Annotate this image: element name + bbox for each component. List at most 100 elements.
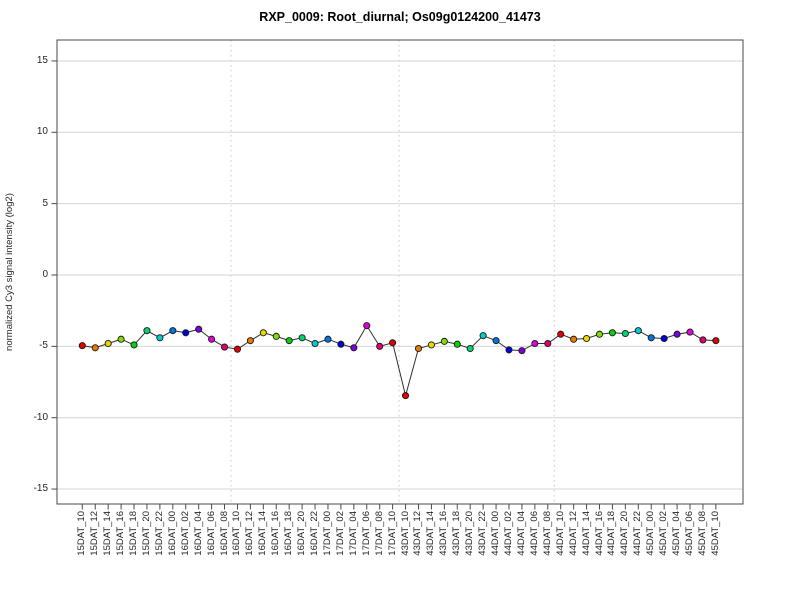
data-point xyxy=(156,334,164,342)
x-tick-label: 15DAT_12 xyxy=(89,511,101,556)
x-tick-label: 15DAT_22 xyxy=(153,511,165,556)
data-point xyxy=(311,339,319,348)
x-tick-label: 44DAT_10 xyxy=(554,511,566,556)
data-point xyxy=(143,327,151,335)
data-point xyxy=(647,334,655,342)
x-tick-label: 16DAT_00 xyxy=(166,511,178,556)
x-tick-label: 44DAT_06 xyxy=(528,511,540,556)
x-tick-label: 16DAT_08 xyxy=(218,511,230,556)
x-tick-label: 15DAT_10 xyxy=(76,511,88,556)
data-point xyxy=(363,322,371,330)
x-tick-label: 44DAT_16 xyxy=(593,511,605,556)
x-tick-label: 43DAT_16 xyxy=(438,511,450,556)
x-tick-label: 45DAT_08 xyxy=(696,511,708,556)
data-point xyxy=(660,334,668,343)
data-point xyxy=(686,328,694,336)
x-tick-label: 43DAT_10 xyxy=(399,511,411,556)
x-tick-label: 16DAT_22 xyxy=(309,511,321,556)
data-point xyxy=(337,340,345,348)
y-tick-label: 0 xyxy=(42,269,48,280)
x-tick-label: 44DAT_12 xyxy=(567,511,579,556)
data-point xyxy=(634,327,642,335)
data-point xyxy=(401,392,410,400)
data-point xyxy=(259,329,267,337)
data-point xyxy=(208,335,216,343)
y-tick-label: -15 xyxy=(33,483,48,495)
x-tick-label: 44DAT_00 xyxy=(490,511,502,556)
x-tick-label: 16DAT_20 xyxy=(296,511,308,556)
x-tick-label: 43DAT_14 xyxy=(425,511,437,556)
x-tick-label: 16DAT_16 xyxy=(270,511,282,556)
data-point xyxy=(91,344,99,352)
x-tick-label: 16DAT_02 xyxy=(179,511,191,556)
x-tick-label: 17DAT_04 xyxy=(347,511,359,556)
data-point xyxy=(376,342,384,350)
x-tick-label: 17DAT_06 xyxy=(360,511,372,556)
y-tick-label: -10 xyxy=(33,411,48,423)
data-point xyxy=(350,344,358,352)
y-tick-label: 15 xyxy=(36,54,48,66)
data-point xyxy=(570,335,578,343)
x-tick-label: 45DAT_00 xyxy=(645,511,657,556)
x-tick-label: 16DAT_12 xyxy=(244,511,256,556)
x-tick-label: 45DAT_06 xyxy=(684,511,695,556)
data-point xyxy=(117,335,125,343)
data-point xyxy=(505,346,513,354)
x-tick-label: 45DAT_02 xyxy=(658,511,670,556)
data-point xyxy=(531,339,539,348)
x-tick-label: 17DAT_10 xyxy=(386,511,398,556)
x-tick-label: 16DAT_14 xyxy=(257,511,269,556)
x-tick-label: 44DAT_14 xyxy=(580,511,592,556)
x-tick-label: 44DAT_20 xyxy=(619,511,631,556)
data-point xyxy=(427,341,435,349)
y-tick-label: 5 xyxy=(42,197,48,209)
data-point xyxy=(78,342,86,350)
data-point xyxy=(466,344,474,353)
x-tick-label: 44DAT_08 xyxy=(541,511,553,556)
data-point xyxy=(518,347,526,355)
data-point xyxy=(712,337,720,345)
data-point xyxy=(414,344,423,353)
data-point xyxy=(182,329,190,337)
x-tick-label: 43DAT_20 xyxy=(464,511,476,556)
data-point xyxy=(246,337,254,345)
x-tick-label: 45DAT_10 xyxy=(709,511,721,556)
data-point xyxy=(583,334,591,343)
x-tick-label: 16DAT_18 xyxy=(283,511,295,556)
x-tick-label: 17DAT_08 xyxy=(373,511,385,556)
x-tick-label: 43DAT_22 xyxy=(477,511,489,556)
data-point xyxy=(699,336,707,344)
x-tick-label: 44DAT_18 xyxy=(606,511,618,556)
x-tick-label: 16DAT_04 xyxy=(192,511,204,556)
data-point xyxy=(595,330,604,338)
x-tick-label: 17DAT_00 xyxy=(321,511,333,556)
x-tick-label: 43DAT_12 xyxy=(412,511,424,556)
data-point xyxy=(220,343,229,351)
x-tick-label: 44DAT_02 xyxy=(502,511,514,556)
x-tick-label: 15DAT_14 xyxy=(102,511,114,556)
data-point xyxy=(544,339,552,348)
data-point xyxy=(479,332,487,340)
plot-box xyxy=(56,39,744,505)
data-point xyxy=(673,330,681,338)
chart-title: RXP_0009: Root_diurnal; Os09g0124200_414… xyxy=(259,10,541,24)
data-point xyxy=(130,341,138,349)
data-point xyxy=(169,327,177,335)
data-point xyxy=(324,335,332,343)
y-tick-label: 10 xyxy=(36,126,48,138)
x-tick-label: 44DAT_22 xyxy=(632,511,644,556)
data-point xyxy=(104,339,112,348)
data-point xyxy=(453,340,461,348)
data-point xyxy=(298,334,306,342)
x-tick-label: 43DAT_18 xyxy=(451,511,463,556)
x-tick-label: 16DAT_10 xyxy=(231,511,243,556)
x-tick-label: 45DAT_04 xyxy=(671,511,683,556)
x-tick-label: 15DAT_16 xyxy=(115,511,127,556)
data-point xyxy=(621,329,629,338)
x-tick-label: 17DAT_02 xyxy=(334,511,346,556)
data-point xyxy=(492,337,500,345)
data-point xyxy=(195,325,203,333)
x-tick-label: 44DAT_04 xyxy=(515,511,527,556)
